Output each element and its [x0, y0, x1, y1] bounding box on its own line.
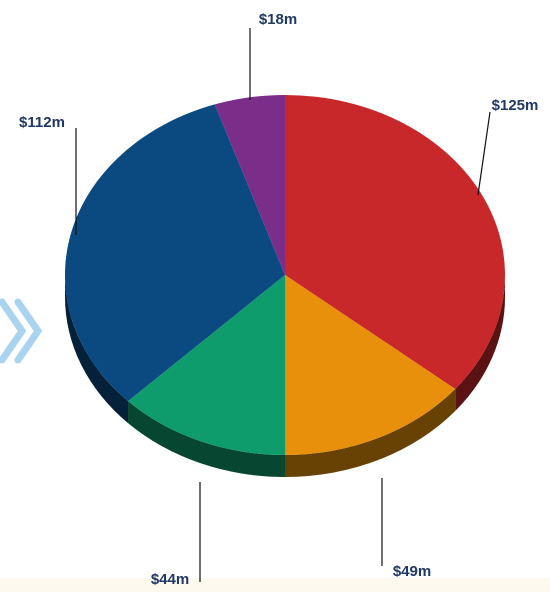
slice — [214, 95, 285, 275]
slice — [285, 95, 505, 390]
data-label: $112m — [19, 114, 65, 131]
data-label: $125m — [492, 97, 539, 114]
chevron — [0, 298, 43, 364]
data-label: $18m — [259, 11, 297, 28]
slice — [64, 104, 285, 402]
slice — [128, 275, 285, 455]
pie — [64, 95, 505, 477]
slice-side — [285, 389, 456, 477]
labels: $125m $49m $44m $112m $18m — [19, 11, 538, 588]
slice-side — [128, 401, 285, 477]
slice-side — [64, 275, 129, 424]
slice — [285, 275, 456, 455]
data-label: $49m — [393, 563, 431, 580]
footer-strip — [0, 578, 550, 592]
leader-line — [477, 111, 491, 196]
slice-side — [455, 275, 505, 412]
data-label: $44m — [151, 571, 189, 588]
